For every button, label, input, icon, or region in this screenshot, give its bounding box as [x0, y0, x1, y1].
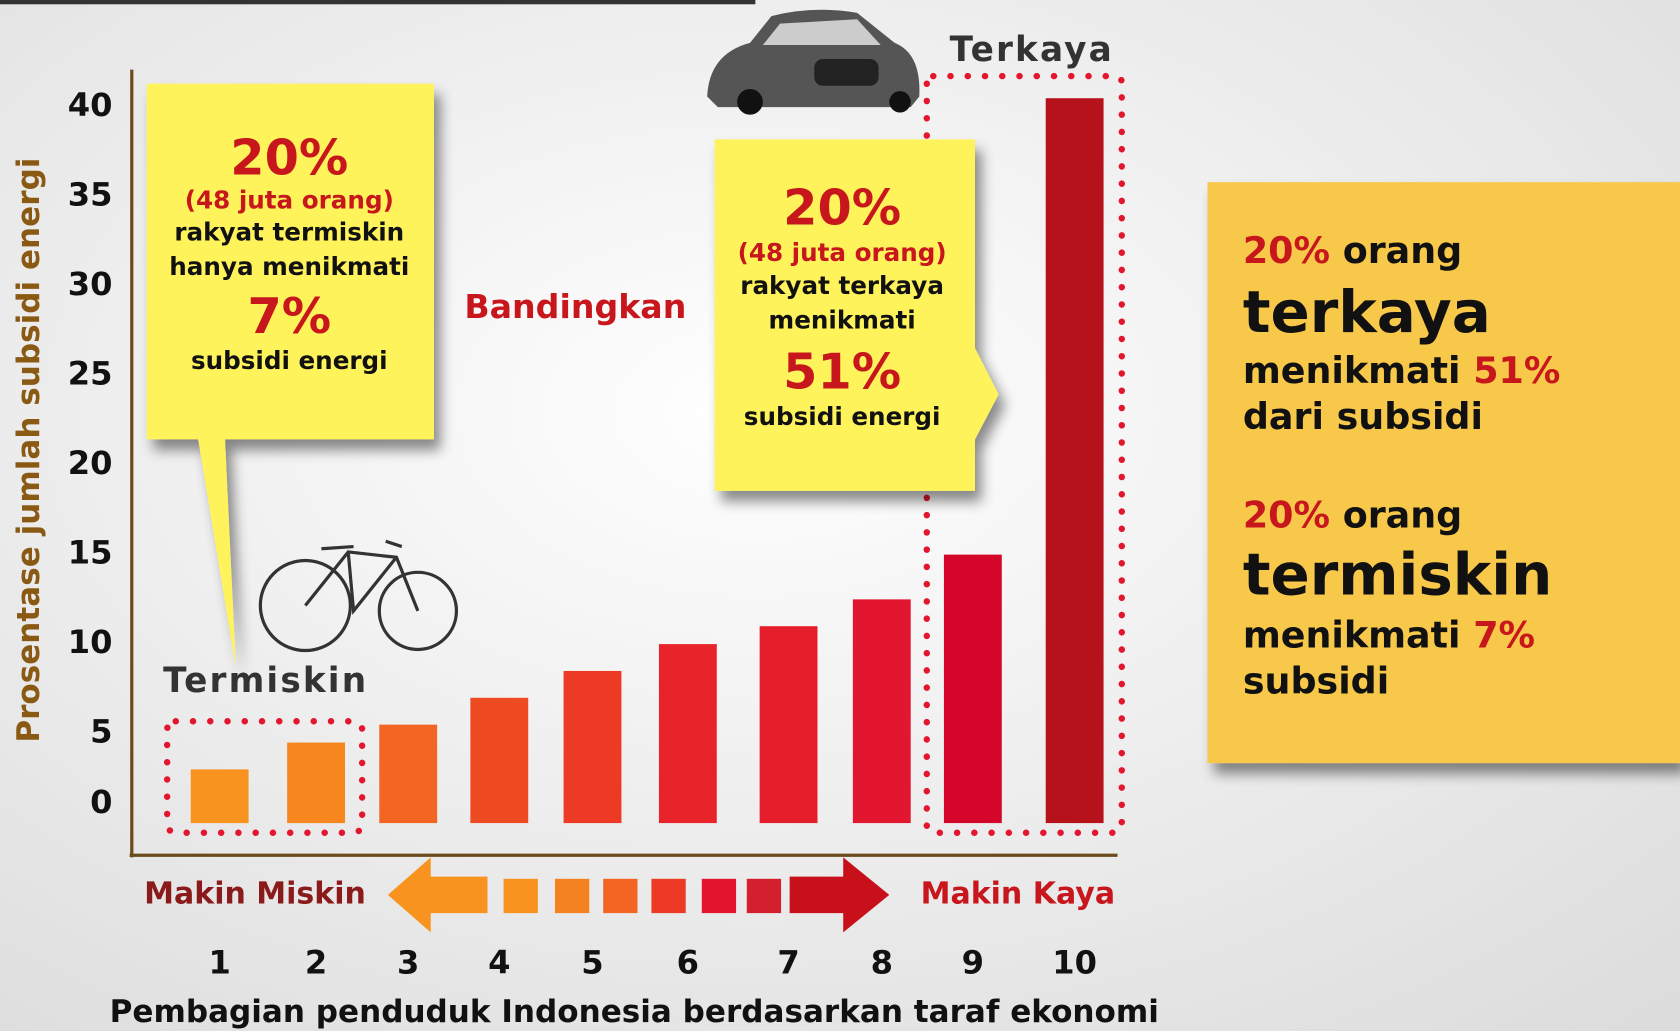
panel-segment: 20% — [1243, 228, 1330, 271]
callout-text: (48 juta orang) — [185, 185, 394, 214]
panel-line: menikmati 7% — [1243, 613, 1535, 656]
bar — [659, 644, 717, 823]
panel-line: 20% orang — [1243, 493, 1462, 536]
x-tick-label: 7 — [777, 944, 799, 982]
panel-line: 20% orang — [1243, 228, 1462, 271]
chart: Prosentase jumlah subsidi energi Pembagi… — [0, 0, 1680, 1031]
y-tick-label: 0 — [90, 783, 112, 821]
x-tick-label: 1 — [208, 944, 230, 982]
callout-text: subsidi energi — [744, 402, 941, 431]
bar — [944, 555, 1002, 823]
callout-text: subsidi energi — [191, 346, 388, 375]
top-rule — [0, 0, 755, 4]
y-tick-label: 15 — [68, 534, 113, 572]
poorest-label: Termiskin — [163, 661, 368, 701]
x-tick-label: 3 — [397, 944, 419, 982]
x-tick-label: 9 — [962, 944, 984, 982]
x-axis-label: Pembagian penduduk Indonesia berdasarkan… — [110, 994, 1159, 1030]
panel-segment: 51% — [1473, 348, 1560, 391]
richest-label: Terkaya — [950, 30, 1114, 70]
bar — [1046, 98, 1104, 823]
x-tick-label: 4 — [488, 944, 510, 982]
y-axis-label: Prosentase jumlah subsidi energi — [11, 158, 47, 743]
y-tick-label: 40 — [68, 86, 113, 124]
y-tick-label: 10 — [68, 623, 113, 661]
panel-segment: subsidi — [1243, 659, 1389, 702]
panel-segment: menikmati — [1243, 348, 1473, 391]
richer-label: Makin Kaya — [921, 876, 1115, 911]
panel-segment: terkaya — [1243, 278, 1491, 346]
panel-segment: dari subsidi — [1243, 394, 1483, 437]
panel-line: terkaya — [1243, 278, 1491, 346]
panel-line: menikmati 51% — [1243, 348, 1561, 391]
bar — [760, 626, 818, 823]
callout-text: 20% — [783, 179, 901, 237]
callout-text: (48 juta orang) — [738, 238, 947, 267]
panel-line: subsidi — [1243, 659, 1389, 702]
y-tick-label: 20 — [68, 444, 113, 482]
x-tick-label: 5 — [581, 944, 603, 982]
y-tick-label: 30 — [68, 265, 113, 303]
bar — [287, 743, 345, 824]
bar — [191, 769, 249, 823]
callout-text: hanya menikmati — [169, 252, 409, 281]
panel-line: dari subsidi — [1243, 394, 1483, 437]
callout-text: rakyat termiskin — [174, 218, 404, 247]
y-tick-label: 35 — [68, 176, 113, 214]
poorer-label: Makin Miskin — [144, 876, 366, 911]
callout-text: 51% — [783, 343, 901, 401]
page: Prosentase jumlah subsidi energi Pembagi… — [0, 0, 1680, 1031]
x-tick-label: 6 — [677, 944, 699, 982]
callout-text: rakyat terkaya — [740, 271, 944, 300]
bar — [564, 671, 622, 823]
x-tick-label: 8 — [871, 944, 893, 982]
panel-segment: menikmati — [1243, 613, 1473, 656]
compare-label: Bandingkan — [464, 287, 686, 326]
panel-segment: orang — [1330, 493, 1462, 536]
panel-segment: 7% — [1473, 613, 1535, 656]
x-tick-label: 2 — [305, 944, 327, 982]
callout-text: menikmati — [769, 306, 916, 335]
panel-segment: termiskin — [1243, 541, 1552, 609]
panel-line: termiskin — [1243, 541, 1552, 609]
x-tick-label: 10 — [1052, 944, 1097, 982]
callout-text: 7% — [247, 287, 331, 345]
bar — [853, 599, 911, 823]
callout-text: 20% — [230, 128, 348, 186]
y-tick-label: 25 — [68, 355, 113, 393]
bar — [379, 725, 437, 823]
y-tick-label: 5 — [90, 713, 112, 751]
panel-segment: 20% — [1243, 493, 1330, 536]
bar — [470, 698, 528, 823]
panel-segment: orang — [1330, 228, 1462, 271]
